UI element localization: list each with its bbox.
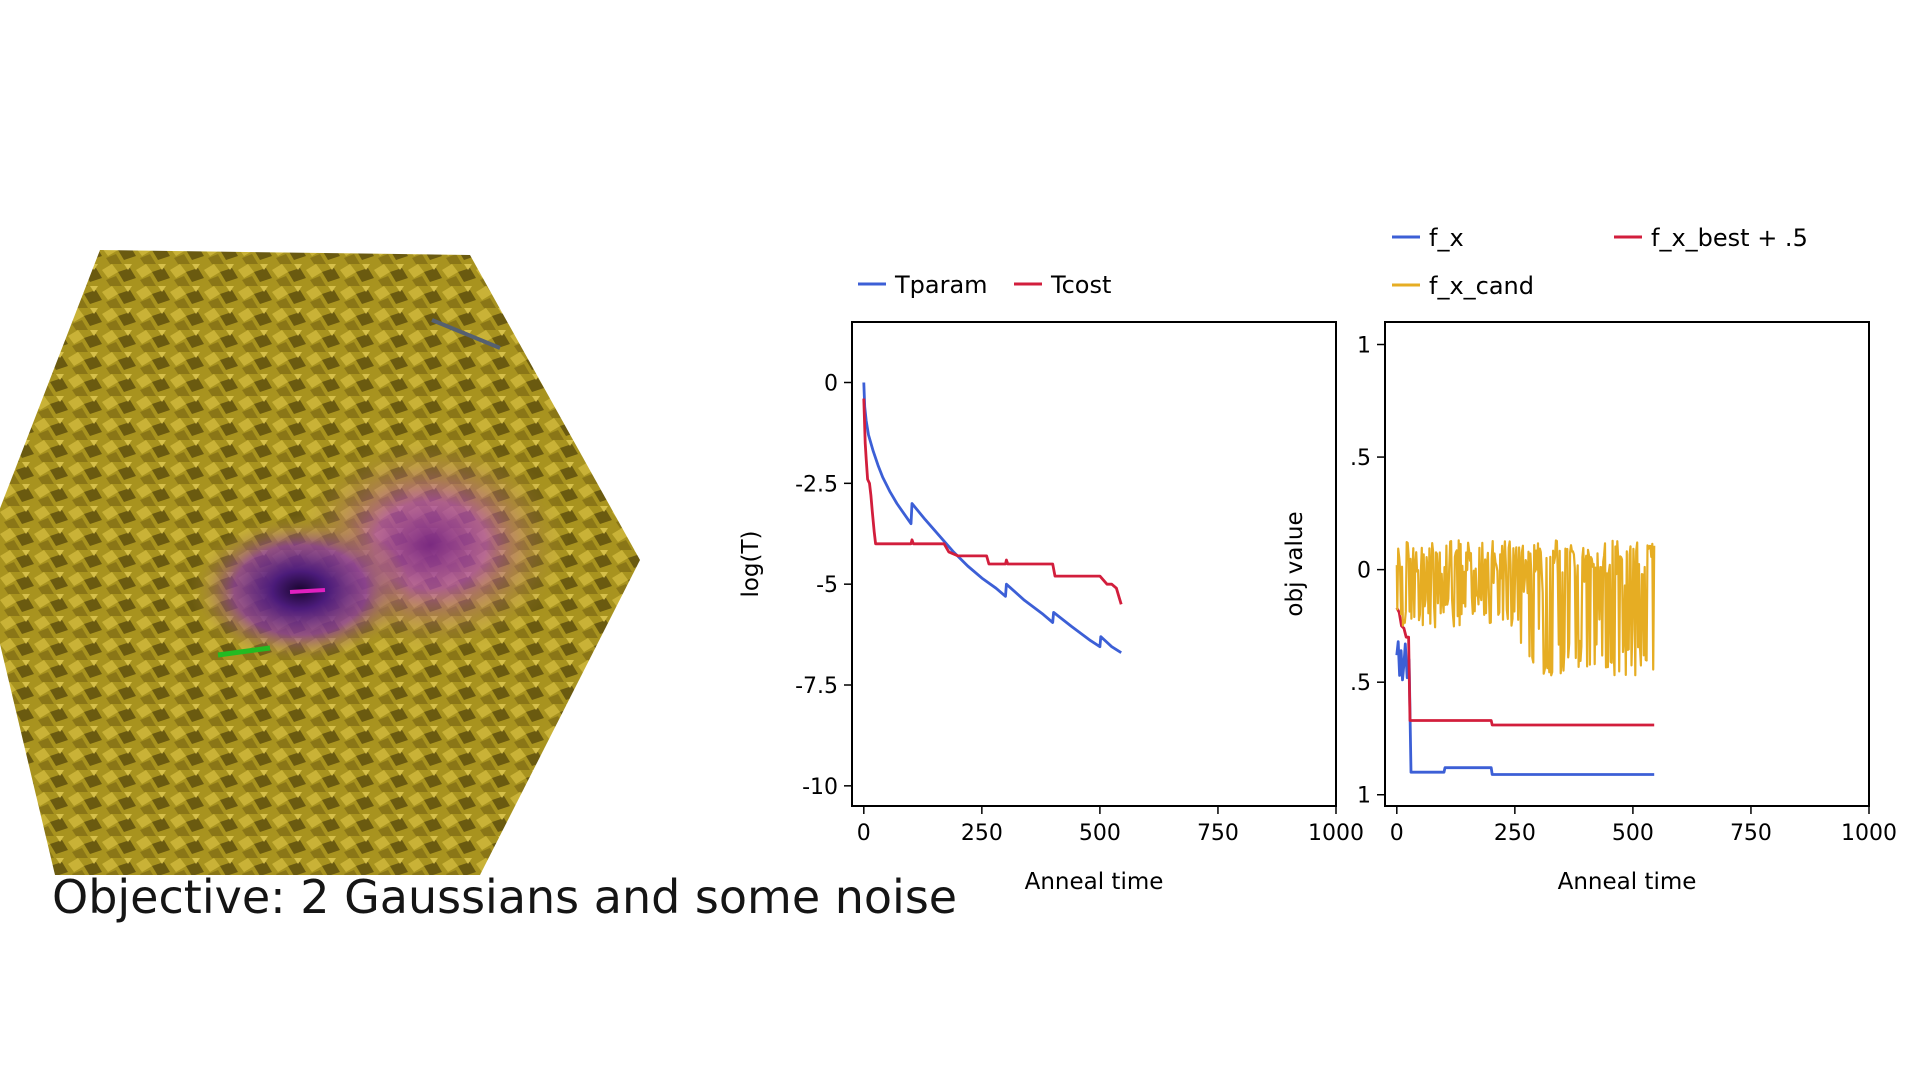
objective-legend: f_x f_x_best + .5 f_x_cand [1392, 224, 1808, 300]
legend-label-fx-best: f_x_best + .5 [1651, 224, 1808, 252]
temperature-legend: Tparam Tcost [858, 271, 1111, 299]
x-tick-label: 0 [1390, 821, 1404, 846]
objective-chart: f_x f_x_best + .5 f_x_cand 0 250 500 750 100… [1282, 224, 1897, 895]
y-tick-label: 0 [1357, 559, 1371, 584]
temperature-plot-frame [851, 321, 1337, 807]
surface-marker-green [217, 645, 271, 658]
x-tick-label: 750 [1197, 821, 1239, 846]
temperature-series [862, 382, 1123, 654]
x-tick-label: 500 [1079, 821, 1121, 846]
y-tick-label: 1 [1357, 784, 1371, 809]
x-tick-label: 1000 [1308, 821, 1364, 846]
legend-label-fx: f_x [1429, 224, 1464, 252]
temperature-x-axis: 0 250 500 750 1000 [857, 806, 1364, 846]
surface-marker-magenta [289, 588, 326, 594]
series-line-f-x-best-5 [1395, 607, 1655, 727]
series-line-f-x [1395, 640, 1655, 776]
y-tick-label: -7.5 [795, 674, 838, 699]
temperature-chart: Tparam Tcost 0 250 500 750 1000 0 -2.5 -5 -7.5 -… [738, 271, 1364, 895]
series-line-tcost [862, 398, 1123, 605]
objective-plot-frame [1384, 321, 1870, 807]
objective-caption: Objective: 2 Gaussians and some noise [52, 870, 957, 924]
y-tick-label: -10 [802, 775, 838, 800]
noise-surface [0, 250, 640, 875]
legend-label-fx-cand: f_x_cand [1429, 272, 1534, 300]
objective-y-axis-label: obj value [1282, 511, 1308, 616]
objective-surface-render [0, 250, 640, 875]
x-tick-label: 0 [857, 821, 871, 846]
temperature-y-axis: 0 -2.5 -5 -7.5 -10 [795, 372, 852, 800]
objective-series [1395, 539, 1656, 776]
y-tick-label: .5 [1350, 671, 1371, 696]
legend-label-tparam: Tparam [894, 271, 988, 299]
y-tick-label: -2.5 [795, 472, 838, 497]
temperature-x-axis-label: Anneal time [1025, 869, 1164, 895]
temperature-y-axis-label: log(T) [738, 530, 764, 597]
x-tick-label: 500 [1612, 821, 1654, 846]
y-tick-label: 0 [824, 372, 838, 397]
y-tick-label: 1 [1357, 334, 1371, 359]
series-line-tparam [862, 382, 1122, 654]
surface-marker-gray [431, 318, 501, 350]
legend-label-tcost: Tcost [1050, 271, 1111, 299]
objective-x-axis-label: Anneal time [1558, 869, 1697, 895]
y-tick-label: -5 [816, 573, 838, 598]
y-tick-label: .5 [1350, 446, 1371, 471]
series-line-f-x-cand [1395, 539, 1656, 677]
x-tick-label: 250 [1494, 821, 1536, 846]
x-tick-label: 250 [961, 821, 1003, 846]
x-tick-label: 750 [1730, 821, 1772, 846]
objective-x-axis: 0 250 500 750 1000 [1390, 806, 1897, 846]
objective-y-axis: 1 .5 0 .5 1 [1350, 334, 1385, 809]
x-tick-label: 1000 [1841, 821, 1897, 846]
